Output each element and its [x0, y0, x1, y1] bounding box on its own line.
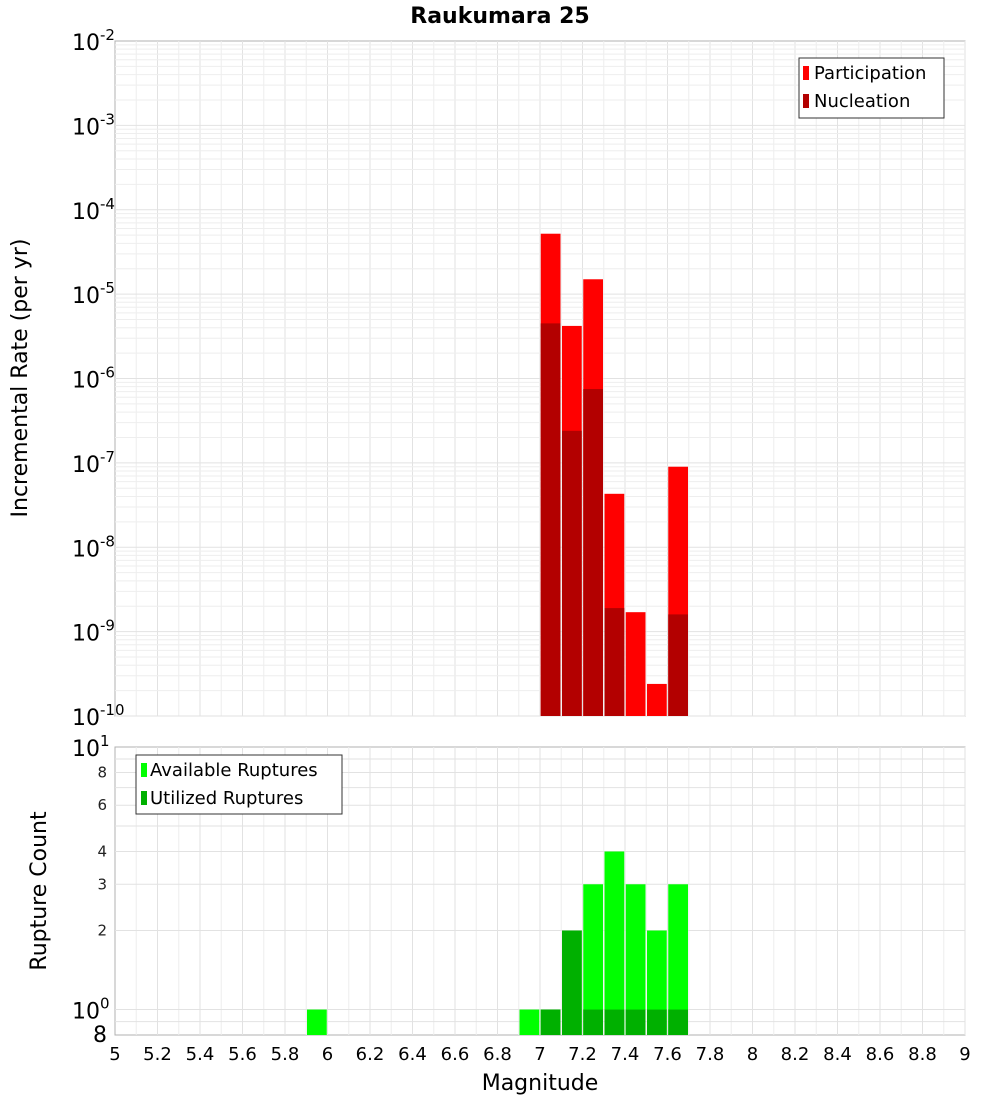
- x-tick-label: 8.6: [866, 1044, 895, 1065]
- rate-legend-box: [798, 57, 945, 119]
- rate-y-tick-label: 10-2: [72, 26, 115, 56]
- rate-y-tick-label: 10-4: [72, 195, 115, 225]
- rate-bar-s1: [604, 608, 625, 716]
- count-x-ticks: 5 5.2 5.4 5.6 5.8 6 6.2 6.4 6.6 6.8 7 7.2 7.4 7.6 7.8 8…: [109, 1044, 970, 1065]
- count-bar-s1: [668, 1009, 688, 1035]
- count-bar-s0: [307, 1009, 327, 1035]
- rate-y-axis-label: Incremental Rate (per yr): [8, 239, 33, 518]
- count-bar-s0: [668, 884, 688, 1035]
- count-bar-s0: [647, 930, 667, 1035]
- rate-y-ticks: 10-2 10-3 10-4 10-5 10-6 10-7 10-8 10-9 10-10: [72, 26, 125, 731]
- count-y-tick-label: 6: [97, 796, 107, 814]
- rate-y-tick-label: 10-10: [72, 701, 125, 731]
- count-y-tick-label: 100: [72, 995, 110, 1025]
- x-tick-label: 7.6: [653, 1044, 682, 1065]
- count-bar-s0: [519, 1009, 540, 1035]
- count-y-tick-label: 101: [72, 732, 110, 762]
- rate-bars: [540, 233, 688, 716]
- x-tick-label: 5: [109, 1044, 120, 1065]
- rate-panel: 10-2 10-3 10-4 10-5 10-6 10-7 10-8 10-9 10-10 In…: [8, 26, 966, 731]
- x-tick-label: 6.4: [398, 1044, 427, 1065]
- count-legend-box: [135, 754, 343, 815]
- count-y-tick-label: 3: [97, 875, 107, 893]
- count-legend: Available Ruptures Utilized Ruptures: [135, 754, 343, 815]
- count-y-tick-label: 2: [97, 922, 107, 940]
- count-bar-s1: [540, 1009, 561, 1035]
- legend-nucleation-swatch: [803, 94, 809, 108]
- x-tick-label: 9: [959, 1044, 970, 1065]
- count-y-axis-label: Rupture Count: [27, 811, 52, 971]
- rate-bar-s0: [647, 683, 667, 716]
- count-bar-s1: [625, 1009, 646, 1035]
- x-tick-label: 5.4: [186, 1044, 215, 1065]
- x-axis-label: Magnitude: [482, 1071, 599, 1096]
- rate-y-tick-label: 10-5: [72, 279, 115, 309]
- chart-title: Raukumara 25: [410, 4, 589, 29]
- legend-nucleation-label: Nucleation: [814, 91, 910, 112]
- count-bar-s0: [604, 851, 625, 1035]
- count-bar-s1: [604, 1009, 625, 1035]
- rate-y-tick-label: 10-3: [72, 110, 115, 140]
- rate-legend: Participation Nucleation: [798, 57, 945, 119]
- rate-y-tick-label: 10-8: [72, 532, 115, 562]
- rate-y-tick-label: 10-6: [72, 364, 115, 394]
- count-bar-s1: [583, 1009, 603, 1035]
- legend-utilized-label: Utilized Ruptures: [150, 788, 303, 809]
- x-tick-label: 5.2: [143, 1044, 172, 1065]
- legend-participation-swatch: [803, 66, 809, 80]
- x-tick-label: 6.2: [356, 1044, 385, 1065]
- x-tick-label: 7: [534, 1044, 545, 1065]
- rate-y-tick-label: 10-7: [72, 448, 115, 478]
- count-y-tick-label: 8: [93, 1023, 107, 1048]
- legend-utilized-swatch: [141, 791, 147, 805]
- count-bar-s0: [583, 884, 603, 1035]
- legend-participation-label: Participation: [814, 63, 926, 84]
- x-tick-label: 5.6: [228, 1044, 257, 1065]
- rate-bar-s0: [625, 612, 646, 716]
- x-tick-label: 6.8: [483, 1044, 512, 1065]
- count-y-tick-label: 8: [97, 763, 107, 781]
- count-bar-s1: [647, 1009, 667, 1035]
- legend-available-swatch: [141, 763, 147, 777]
- x-tick-label: 7.8: [696, 1044, 725, 1065]
- count-bar-s0: [625, 884, 646, 1035]
- x-tick-label: 6.6: [441, 1044, 470, 1065]
- legend-available-label: Available Ruptures: [150, 760, 318, 781]
- rate-grid: [115, 41, 966, 717]
- rate-bar-s1: [562, 430, 582, 716]
- rate-bar-s1: [668, 614, 688, 716]
- count-bars: [307, 851, 688, 1035]
- x-tick-label: 5.8: [271, 1044, 300, 1065]
- x-tick-label: 8.8: [908, 1044, 937, 1065]
- count-y-tick-label: 4: [97, 842, 107, 860]
- x-tick-label: 6: [322, 1044, 333, 1065]
- rate-y-tick-label: 10-9: [72, 617, 115, 647]
- count-bar-s1: [562, 930, 582, 1035]
- rate-bar-s1: [583, 389, 603, 716]
- x-tick-label: 7.2: [568, 1044, 597, 1065]
- x-tick-label: 8: [747, 1044, 758, 1065]
- x-tick-label: 8.2: [781, 1044, 810, 1065]
- rate-bar-s1: [540, 323, 561, 716]
- x-tick-label: 7.4: [611, 1044, 640, 1065]
- x-tick-label: 8.4: [823, 1044, 852, 1065]
